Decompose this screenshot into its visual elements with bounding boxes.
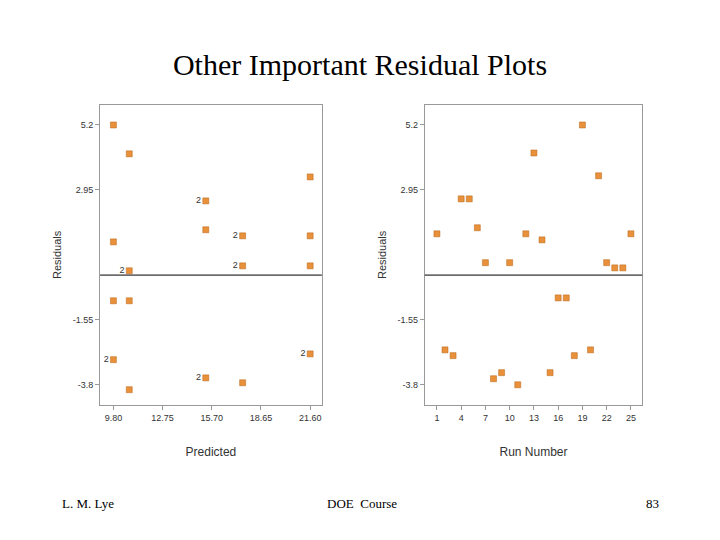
svg-text:83: 83 [646, 496, 659, 511]
svg-text:12.75: 12.75 [151, 413, 174, 423]
svg-text:1: 1 [434, 413, 439, 423]
svg-text:Run Number: Run Number [500, 445, 568, 459]
svg-text:16: 16 [553, 413, 563, 423]
svg-text:Predicted: Predicted [186, 445, 237, 459]
svg-text:2: 2 [104, 354, 109, 364]
svg-text:25: 25 [626, 413, 636, 423]
svg-text:2: 2 [196, 195, 201, 205]
svg-text:2: 2 [300, 348, 305, 358]
svg-text:-1.55: -1.55 [73, 315, 94, 325]
svg-text:Residuals: Residuals [51, 230, 63, 279]
svg-text:4: 4 [459, 413, 464, 423]
svg-text:Residuals: Residuals [376, 230, 388, 279]
svg-text:21.60: 21.60 [299, 413, 322, 423]
svg-text:22: 22 [602, 413, 612, 423]
svg-text:5.2: 5.2 [405, 120, 418, 130]
svg-text:10: 10 [505, 413, 515, 423]
svg-text:2.95: 2.95 [400, 185, 418, 195]
svg-text:-3.8: -3.8 [78, 380, 94, 390]
svg-text:7: 7 [483, 413, 488, 423]
svg-text:15.70: 15.70 [201, 413, 224, 423]
svg-text:9.80: 9.80 [105, 413, 123, 423]
svg-text:-3.8: -3.8 [402, 380, 418, 390]
svg-text:-1.55: -1.55 [397, 315, 418, 325]
svg-text:19: 19 [577, 413, 587, 423]
svg-text:Other Important Residual Plots: Other Important Residual Plots [173, 48, 547, 81]
svg-text:2: 2 [233, 230, 238, 240]
svg-text:2.95: 2.95 [76, 185, 94, 195]
svg-text:18.65: 18.65 [250, 413, 273, 423]
svg-text:5.2: 5.2 [81, 120, 94, 130]
svg-text:2: 2 [233, 260, 238, 270]
svg-text:13: 13 [529, 413, 539, 423]
svg-text:2: 2 [119, 265, 124, 275]
svg-text:2: 2 [196, 372, 201, 382]
svg-text:DOE Course: DOE Course [327, 496, 397, 511]
svg-text:L. M. Lye: L. M. Lye [62, 496, 114, 511]
